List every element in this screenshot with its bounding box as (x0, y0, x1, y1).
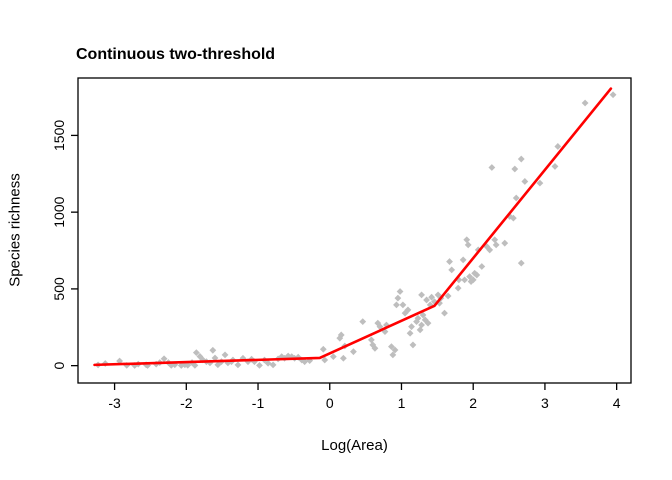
data-point (288, 353, 296, 360)
data-point (418, 321, 425, 329)
data-point (396, 288, 404, 295)
data-point (391, 346, 399, 354)
data-point (371, 344, 379, 352)
data-point (473, 271, 481, 279)
data-point (214, 361, 222, 369)
data-point (171, 361, 179, 369)
data-point (239, 354, 247, 362)
data-point (359, 318, 367, 326)
data-point (409, 341, 417, 349)
data-point (404, 306, 412, 314)
data-point (488, 164, 496, 171)
data-point (419, 311, 427, 319)
data-point (446, 258, 453, 265)
data-point (196, 353, 204, 360)
data-point (536, 179, 544, 187)
data-point (376, 323, 384, 331)
data-point (511, 165, 519, 173)
data-point (463, 236, 471, 244)
data-point (486, 246, 494, 254)
data-point (388, 343, 395, 351)
x-tick-label: -2 (180, 395, 193, 411)
data-point (406, 329, 414, 337)
data-point (441, 309, 448, 317)
data-point (116, 357, 124, 365)
data-point (501, 239, 509, 247)
y-tick-label: 0 (51, 362, 67, 370)
data-point (491, 236, 499, 244)
data-point (191, 361, 199, 369)
data-point (399, 301, 407, 309)
x-tick-label: 0 (326, 395, 334, 411)
data-point (428, 293, 436, 301)
data-point (199, 356, 207, 364)
data-point (423, 296, 430, 304)
plot-box (77, 77, 632, 384)
data-point (221, 351, 229, 359)
data-point (408, 323, 415, 331)
data-point (184, 361, 192, 369)
data-point (278, 353, 286, 360)
data-point (424, 319, 432, 327)
data-point (461, 276, 468, 284)
y-tick-label: 500 (51, 277, 67, 301)
x-tick-label: 3 (541, 395, 549, 411)
data-point (256, 361, 263, 369)
data-point (609, 91, 617, 99)
data-point (234, 361, 242, 369)
data-point (466, 273, 474, 281)
x-tick-label: 2 (469, 395, 477, 411)
x-tick-label: -3 (108, 395, 121, 411)
data-point (301, 358, 309, 366)
data-point (414, 314, 422, 322)
data-point (554, 143, 562, 150)
data-point (492, 241, 500, 249)
data-point (478, 263, 486, 270)
x-tick-label: 4 (613, 395, 621, 411)
data-point (367, 336, 375, 344)
data-point (394, 294, 402, 302)
data-point (321, 356, 329, 364)
data-point (160, 355, 168, 363)
data-point (459, 256, 467, 264)
data-point (517, 259, 525, 267)
data-point (581, 99, 589, 107)
data-point (521, 178, 529, 185)
data-point (448, 266, 456, 274)
chart-title: Continuous two-threshold (76, 46, 276, 63)
x-axis-label: Log(Area) (321, 437, 388, 454)
data-point (418, 291, 425, 299)
y-tick-label: 1500 (51, 120, 67, 151)
data-point (319, 345, 327, 353)
data-point (509, 214, 517, 222)
data-point (269, 361, 277, 369)
fit-line (93, 87, 613, 367)
data-point (298, 356, 306, 364)
data-point (416, 326, 424, 334)
data-point (192, 349, 200, 357)
data-point (551, 163, 559, 170)
data-point (329, 353, 337, 360)
data-point (337, 331, 345, 339)
y-tick-label: 1000 (51, 196, 67, 227)
data-point (444, 292, 452, 300)
data-point (464, 241, 472, 249)
data-point (454, 284, 462, 292)
data-point (244, 358, 252, 366)
data-point (512, 194, 520, 202)
data-point (339, 354, 347, 362)
data-point (389, 351, 397, 359)
data-point (517, 155, 525, 163)
data-point (393, 301, 400, 309)
x-tick-label: -1 (252, 395, 265, 411)
data-point (469, 276, 477, 284)
x-tick-label: 1 (398, 395, 406, 411)
data-point (350, 348, 357, 356)
data-point (211, 354, 219, 362)
data-point (209, 346, 217, 354)
